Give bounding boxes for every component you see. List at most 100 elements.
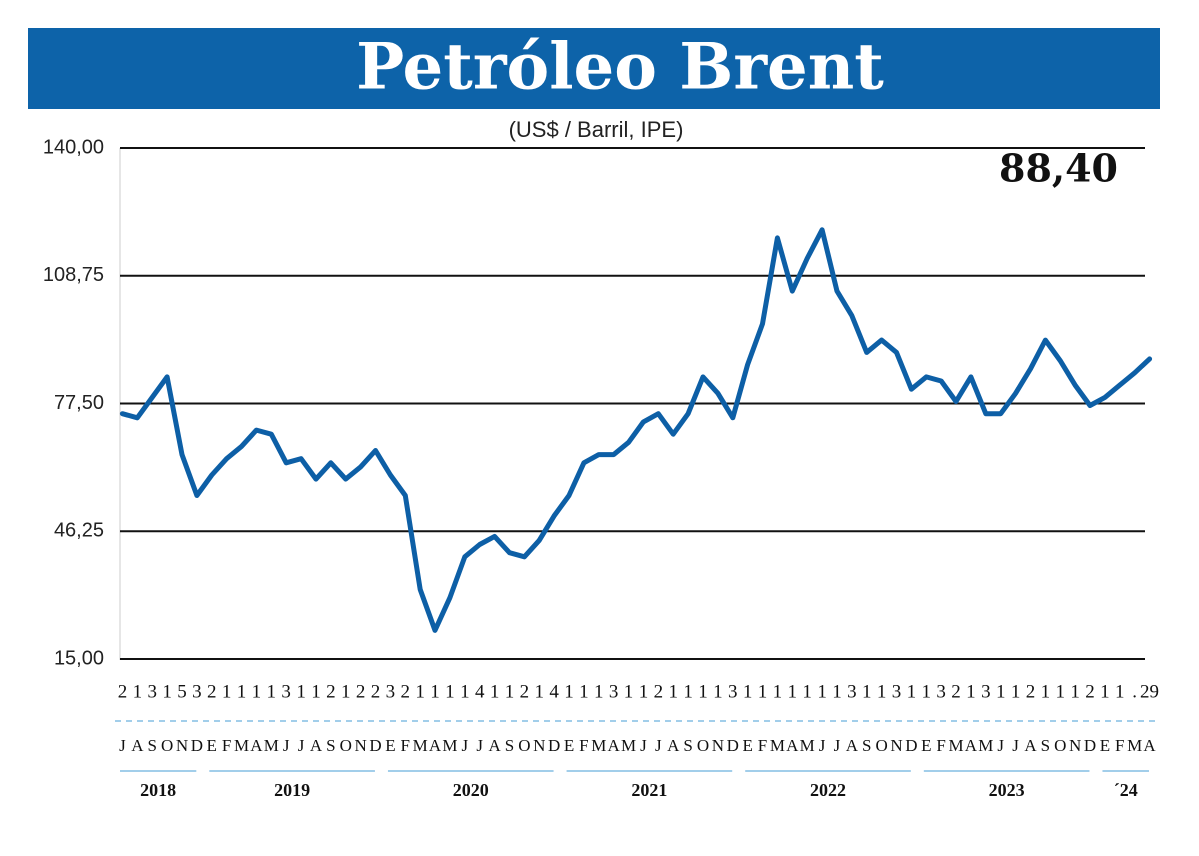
month-label: M bbox=[442, 736, 457, 755]
month-label: O bbox=[161, 736, 173, 755]
day-label: 1 bbox=[788, 681, 798, 702]
day-label: 1 bbox=[445, 681, 455, 702]
month-label: J bbox=[1012, 736, 1019, 755]
day-label: 1 bbox=[237, 681, 247, 702]
year-label: 2019 bbox=[274, 780, 310, 800]
day-label: 1 bbox=[252, 681, 262, 702]
month-label: M bbox=[413, 736, 428, 755]
month-label: A bbox=[429, 736, 442, 755]
year-label: 2018 bbox=[140, 780, 176, 800]
day-label: 1 bbox=[1055, 681, 1065, 702]
month-label: E bbox=[385, 736, 395, 755]
day-label: 1 bbox=[683, 681, 693, 702]
day-label: 1 bbox=[698, 681, 708, 702]
month-label: S bbox=[1041, 736, 1050, 755]
day-label: 3 bbox=[281, 681, 291, 702]
month-label: M bbox=[1127, 736, 1142, 755]
month-label: A bbox=[1024, 736, 1037, 755]
day-label: 2 bbox=[1026, 681, 1036, 702]
day-label: 1 bbox=[534, 681, 544, 702]
day-label: 1 bbox=[162, 681, 172, 702]
day-label: 2 bbox=[951, 681, 961, 702]
day-label: 1 bbox=[460, 681, 470, 702]
month-label: J bbox=[476, 736, 483, 755]
month-label: O bbox=[875, 736, 887, 755]
day-label: 1 bbox=[1100, 681, 1110, 702]
month-label: A bbox=[310, 736, 323, 755]
day-label: 2 bbox=[520, 681, 530, 702]
month-label: F bbox=[579, 736, 588, 755]
day-label: 29 bbox=[1140, 681, 1159, 702]
y-tick-label: 77,50 bbox=[54, 392, 104, 414]
month-label: M bbox=[621, 736, 636, 755]
day-label: 2 bbox=[371, 681, 381, 702]
month-label: O bbox=[340, 736, 352, 755]
month-label: S bbox=[862, 736, 871, 755]
month-label: M bbox=[591, 736, 606, 755]
month-label: S bbox=[683, 736, 692, 755]
month-label: N bbox=[890, 736, 902, 755]
day-label: 1 bbox=[773, 681, 783, 702]
day-label: 1 bbox=[267, 681, 277, 702]
day-label: 3 bbox=[609, 681, 619, 702]
day-label: 4 bbox=[549, 681, 559, 702]
day-label: 1 bbox=[1070, 681, 1080, 702]
year-label: ´24 bbox=[1114, 780, 1138, 800]
month-label: J bbox=[283, 736, 290, 755]
day-label: 2 bbox=[118, 681, 128, 702]
subtitle: (US$ / Barril, IPE) bbox=[509, 117, 684, 142]
month-label: A bbox=[608, 736, 621, 755]
day-label: 3 bbox=[728, 681, 738, 702]
month-label: J bbox=[834, 736, 841, 755]
month-label: F bbox=[936, 736, 945, 755]
month-label: F bbox=[401, 736, 410, 755]
y-tick-label: 46,25 bbox=[54, 520, 104, 542]
day-label: 1 bbox=[862, 681, 872, 702]
day-label: 3 bbox=[981, 681, 991, 702]
day-label: 1 bbox=[713, 681, 723, 702]
day-label: 3 bbox=[386, 681, 396, 702]
title-bar bbox=[28, 28, 1160, 109]
day-label: 1 bbox=[296, 681, 306, 702]
month-label: M bbox=[770, 736, 785, 755]
month-label: E bbox=[742, 736, 752, 755]
y-tick-label: 140,00 bbox=[43, 136, 104, 158]
day-label: 1 bbox=[430, 681, 440, 702]
day-label: 1 bbox=[341, 681, 351, 702]
month-label: N bbox=[1069, 736, 1081, 755]
day-label: 3 bbox=[847, 681, 857, 702]
day-label: 2 bbox=[326, 681, 336, 702]
day-label: 1 bbox=[1115, 681, 1125, 702]
month-label: A bbox=[667, 736, 680, 755]
day-label: 2 bbox=[207, 681, 217, 702]
month-label: E bbox=[207, 736, 217, 755]
month-label: M bbox=[948, 736, 963, 755]
day-label: 1 bbox=[639, 681, 649, 702]
day-label: . bbox=[1132, 681, 1137, 702]
month-label: E bbox=[1100, 736, 1110, 755]
month-label: A bbox=[488, 736, 501, 755]
year-label: 2023 bbox=[989, 780, 1025, 800]
day-label: 1 bbox=[758, 681, 768, 702]
day-label: 4 bbox=[475, 681, 485, 702]
month-label: D bbox=[727, 736, 739, 755]
month-label: N bbox=[533, 736, 545, 755]
month-label: A bbox=[131, 736, 144, 755]
month-label: A bbox=[965, 736, 978, 755]
month-label: D bbox=[369, 736, 381, 755]
day-label: 1 bbox=[966, 681, 976, 702]
day-label: 1 bbox=[743, 681, 753, 702]
month-label: J bbox=[819, 736, 826, 755]
month-label: J bbox=[655, 736, 662, 755]
month-label: S bbox=[326, 736, 335, 755]
month-label: O bbox=[697, 736, 709, 755]
day-label: 3 bbox=[936, 681, 946, 702]
month-label: D bbox=[548, 736, 560, 755]
day-label: 1 bbox=[490, 681, 500, 702]
month-label: M bbox=[234, 736, 249, 755]
year-label: 2020 bbox=[453, 780, 489, 800]
last-value: 88,40 bbox=[999, 146, 1118, 191]
day-label: 1 bbox=[802, 681, 812, 702]
y-tick-label: 15,00 bbox=[54, 647, 104, 669]
